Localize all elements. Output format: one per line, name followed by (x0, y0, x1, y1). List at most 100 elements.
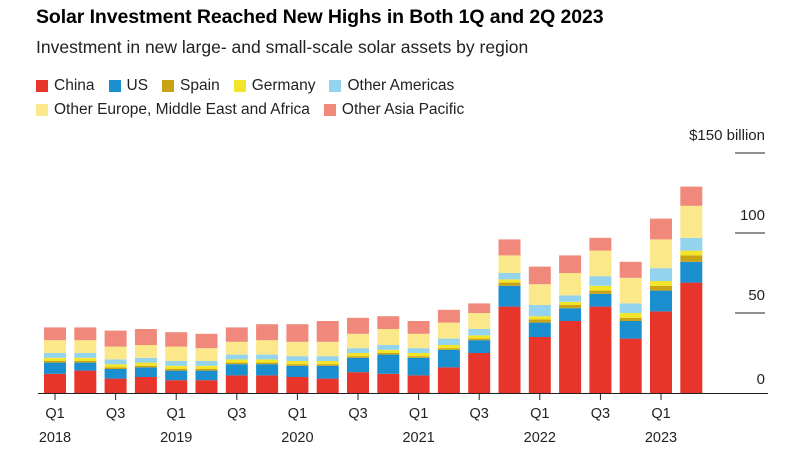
bar-segment-other-europe-middle-east-and-africa-1q-2021 (407, 333, 430, 349)
bar-segment-other-americas-1q-2022 (528, 305, 551, 317)
bar-segment-other-americas-3q-2022 (589, 276, 612, 286)
bar-segment-us-4q-2021 (498, 285, 521, 307)
bar-segment-us-4q-2022 (619, 321, 642, 339)
x-tick-label-q3-14: Q3 (470, 406, 489, 422)
bar-segment-other-asia-pacific-1q-2019 (165, 332, 188, 347)
x-tick-label-q3-18: Q3 (591, 406, 610, 422)
bar-segment-other-asia-pacific-4q-2022 (619, 261, 642, 278)
bar-segment-spain-4q-2019 (256, 362, 279, 365)
bar-segment-other-americas-1q-2018 (44, 353, 66, 358)
bar-segment-other-asia-pacific-1q-2022 (528, 266, 551, 285)
bar-segment-other-asia-pacific-4q-2020 (377, 316, 400, 329)
legend-label-other-emea: Other Europe, Middle East and Africa (54, 101, 310, 118)
bar-segment-other-americas-3q-2021 (468, 329, 491, 336)
bar-segment-other-europe-middle-east-and-africa-2q-2018 (74, 340, 97, 353)
bar-segment-china-2q-2020 (316, 378, 339, 393)
bar-segment-other-americas-1q-2021 (407, 348, 430, 353)
bar-segment-other-americas-4q-2022 (619, 303, 642, 313)
bar-segment-other-europe-middle-east-and-africa-4q-2021 (498, 255, 521, 273)
bar-segment-spain-1q-2018 (44, 361, 66, 363)
bar-segment-germany-4q-2019 (256, 359, 279, 363)
bar-segment-china-1q-2023 (650, 311, 672, 393)
bar-segment-other-asia-pacific-2q-2021 (437, 309, 460, 323)
bar-segment-other-asia-pacific-4q-2019 (256, 324, 279, 341)
bar-segment-spain-1q-2020 (286, 364, 309, 366)
chart-title: Solar Investment Reached New Highs in Bo… (36, 6, 604, 28)
bar-segment-other-europe-middle-east-and-africa-1q-2018 (44, 340, 66, 353)
bar-segment-china-2q-2019 (195, 380, 218, 393)
bar-segment-spain-3q-2019 (225, 362, 248, 365)
x-year-label-2022: 2022 (524, 430, 556, 446)
bar-segment-other-europe-middle-east-and-africa-3q-2021 (468, 313, 491, 329)
x-tick-label-q1-16: Q1 (530, 406, 549, 422)
bar-segment-spain-3q-2020 (347, 356, 369, 358)
bar-segment-spain-4q-2020 (377, 353, 400, 355)
bar-segment-china-1q-2020 (286, 377, 309, 393)
x-year-label-2020: 2020 (281, 430, 313, 446)
legend-item-other-asia-pacific: Other Asia Pacific (323, 101, 464, 119)
bar-segment-spain-4q-2022 (619, 317, 642, 321)
bar-segment-germany-2q-2021 (437, 345, 460, 349)
y-tick-label-0: 0 (757, 371, 765, 388)
legend-label-china: China (54, 77, 95, 94)
bar-segment-other-asia-pacific-3q-2022 (589, 237, 612, 251)
bar-segment-spain-4q-2018 (134, 365, 157, 368)
bar-segment-other-asia-pacific-3q-2018 (104, 330, 127, 347)
bar-segment-spain-2q-2021 (437, 348, 460, 350)
bar-segment-spain-1q-2021 (407, 356, 430, 358)
bar-segment-china-1q-2019 (165, 380, 188, 393)
bar-segment-china-3q-2022 (589, 306, 612, 393)
bar-segment-other-americas-2q-2022 (559, 295, 582, 302)
legend-row-2: Other Europe, Middle East and Africa Oth… (36, 98, 636, 122)
bar-segment-other-americas-1q-2023 (650, 268, 672, 281)
bar-segment-other-americas-2q-2019 (195, 361, 218, 366)
bar-segment-germany-3q-2021 (468, 335, 491, 339)
bar-segment-us-2q-2018 (74, 362, 97, 371)
x-year-label-2018: 2018 (39, 430, 71, 446)
bar-segment-germany-2q-2022 (559, 301, 582, 305)
bar-segment-spain-2q-2023 (680, 255, 703, 262)
x-tick-label-q1-0: Q1 (45, 406, 64, 422)
bar-segment-china-1q-2022 (528, 337, 551, 393)
legend-label-spain: Spain (180, 77, 220, 94)
bar-segment-us-1q-2021 (407, 357, 430, 376)
bar-segment-other-asia-pacific-4q-2021 (498, 239, 521, 256)
bar-segment-china-1q-2021 (407, 375, 430, 393)
bar-segment-germany-1q-2018 (44, 357, 66, 361)
bar-segment-us-3q-2022 (589, 293, 612, 307)
bar-segment-other-europe-middle-east-and-africa-2q-2023 (680, 205, 703, 238)
bar-segment-germany-3q-2019 (225, 359, 248, 363)
bar-segment-us-4q-2018 (134, 367, 157, 377)
legend-item-china: China (36, 77, 95, 95)
bar-segment-other-asia-pacific-1q-2023 (650, 218, 672, 240)
bar-segment-germany-2q-2023 (680, 250, 703, 256)
bar-segment-other-europe-middle-east-and-africa-1q-2019 (165, 346, 188, 361)
bar-segment-germany-2q-2019 (195, 365, 218, 369)
bar-segment-other-asia-pacific-3q-2019 (225, 327, 248, 342)
legend-item-other-americas: Other Americas (329, 77, 454, 95)
bar-segment-other-americas-4q-2021 (498, 273, 521, 280)
bar-segment-other-europe-middle-east-and-africa-4q-2019 (256, 340, 279, 355)
bar-segment-other-europe-middle-east-and-africa-3q-2019 (225, 341, 248, 355)
legend-swatch-other-emea (36, 104, 48, 116)
bar-segment-us-1q-2018 (44, 362, 66, 374)
x-tick-label-q3-2: Q3 (106, 406, 125, 422)
bar-segment-other-asia-pacific-2q-2019 (195, 333, 218, 349)
bar-segment-other-americas-2q-2023 (680, 237, 703, 251)
bar-segment-other-europe-middle-east-and-africa-2q-2019 (195, 348, 218, 361)
bar-segment-other-asia-pacific-3q-2020 (347, 317, 369, 334)
legend-row-1: China US Spain Germany Other Americas (36, 74, 636, 98)
bar-segment-spain-2q-2022 (559, 305, 582, 309)
bar-segment-other-europe-middle-east-and-africa-1q-2023 (650, 239, 672, 269)
bar-segment-us-4q-2019 (256, 364, 279, 376)
bar-segment-germany-4q-2021 (498, 279, 521, 283)
bar-segment-spain-3q-2018 (104, 367, 127, 369)
bar-segment-other-asia-pacific-2q-2020 (316, 321, 339, 342)
bar-segment-other-asia-pacific-2q-2022 (559, 255, 582, 273)
bar-segment-other-americas-1q-2019 (165, 361, 188, 366)
bar-segment-us-2q-2019 (195, 370, 218, 381)
bar-segment-other-europe-middle-east-and-africa-2q-2021 (437, 322, 460, 339)
bar-segment-us-3q-2019 (225, 364, 248, 376)
chart-subtitle: Investment in new large- and small-scale… (36, 37, 529, 57)
bar-segment-us-2q-2023 (680, 261, 703, 283)
